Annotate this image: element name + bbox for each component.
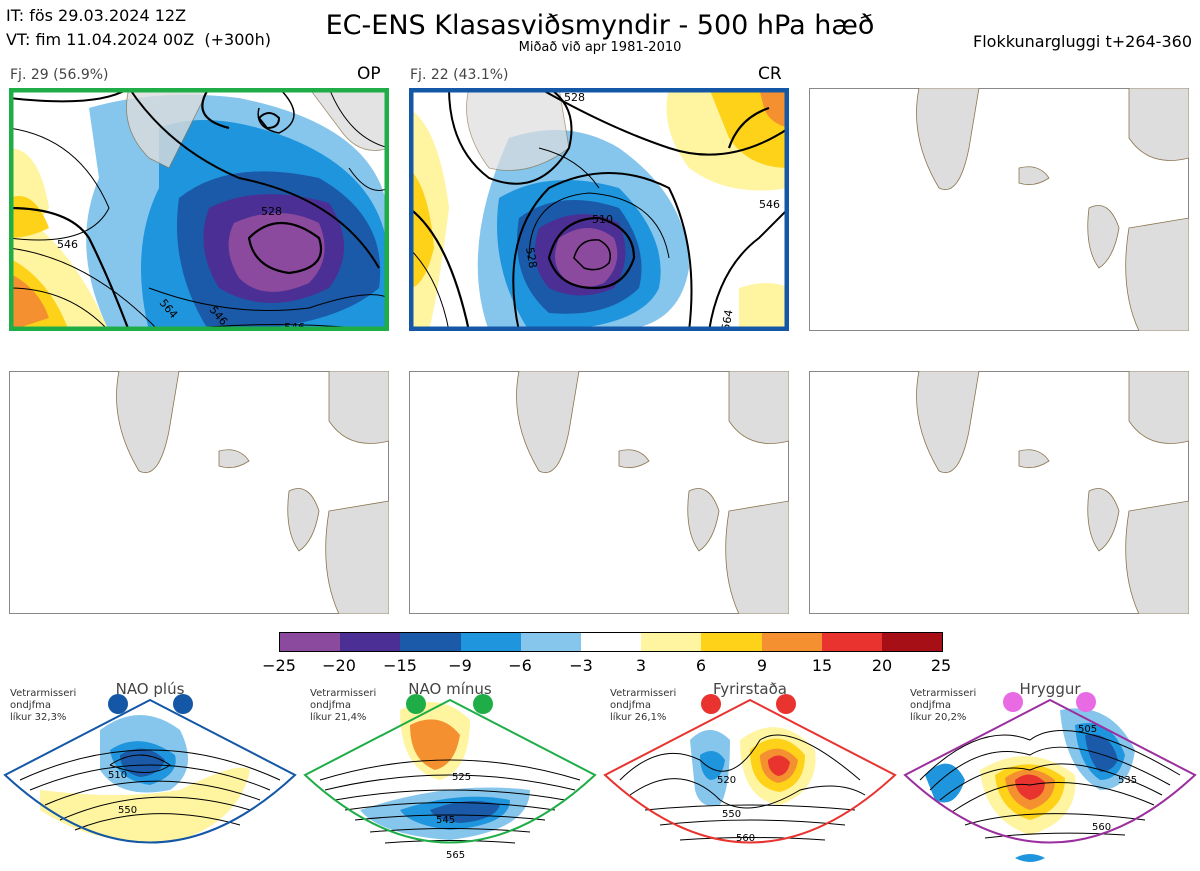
- page-title: EC-ENS Klasasviðsmyndir - 500 hPa hæð: [325, 10, 875, 41]
- regime-info: Vetrarmisseri ondjfma líkur 21,4%: [310, 688, 377, 723]
- regime-nao-plus-outline: [3, 698, 297, 844]
- regime-info: Vetrarmisseri ondjfma líkur 20,2%: [910, 688, 977, 723]
- regime-blocking-marker: [701, 694, 721, 714]
- regime-contour-label: 525: [452, 772, 471, 783]
- colorbar-bin: [580, 633, 642, 651]
- cluster-2-contour-label: 510: [592, 213, 613, 226]
- colorbar-bin: [641, 633, 702, 651]
- cluster-1-label: Fj. 29 (56.9%): [10, 67, 109, 83]
- cluster-4-map: [9, 371, 389, 614]
- regime-info: Vetrarmisseri ondjfma líkur 32,3%: [10, 688, 77, 723]
- regime-name: NAO plús: [115, 680, 185, 698]
- regime-name: NAO mínus: [408, 680, 492, 698]
- colorbar-bin: [701, 633, 762, 651]
- colorbar-tick: 9: [756, 656, 768, 675]
- colorbar-tick: −3: [569, 656, 593, 675]
- colorbar-tick: 20: [871, 656, 893, 675]
- colorbar-bin: [761, 633, 822, 651]
- cluster-5-map: [409, 371, 789, 614]
- cluster-6-map: [809, 371, 1189, 614]
- regime-contour-label: 535: [1118, 775, 1137, 786]
- colorbar-tick: −9: [448, 656, 472, 675]
- colorbar-tick: 15: [811, 656, 833, 675]
- regime-contour-label: 560: [736, 833, 755, 844]
- cluster-2-map: 528 510 528 546 564: [409, 88, 789, 331]
- cluster-2-border: [409, 88, 789, 331]
- classification-window: Flokkunargluggi t+264-360: [973, 32, 1192, 51]
- valid-time: VT: fim 11.04.2024 00Z (+300h): [6, 30, 271, 49]
- initial-time: IT: fös 29.03.2024 12Z: [6, 6, 187, 25]
- colorbar-bin: [340, 633, 401, 651]
- regime-ridge-marker: [1003, 692, 1023, 712]
- regime-info: Vetrarmisseri ondjfma líkur 26,1%: [610, 688, 677, 723]
- cluster-1-contour-label: 546: [284, 321, 305, 331]
- colorbar-bin: [520, 633, 581, 651]
- regime-nao-plus: 510 550 NAO plús Vetrarmisseri ondjfma lík…: [0, 680, 300, 870]
- cluster-2-contour-label: 564: [719, 309, 735, 331]
- regime-nao-minus-outline: [303, 698, 597, 844]
- colorbar-bin: [821, 633, 882, 651]
- regime-contour-label: 510: [108, 770, 127, 781]
- colorbar-bin: [460, 633, 521, 651]
- regime-contour-label: 560: [1092, 822, 1111, 833]
- cluster-1-border: [9, 88, 389, 331]
- colorbar-bin: [280, 633, 341, 651]
- colorbar-tick: 6: [695, 656, 707, 675]
- regime-blocking-outline: [603, 698, 897, 844]
- cluster-2-contour-label: 528: [523, 246, 539, 269]
- regime-contour-label: 520: [717, 775, 736, 786]
- regime-nao-plus-marker: [108, 694, 128, 714]
- cluster-1-map: 528 546 564 546 546: [9, 88, 389, 331]
- colorbar-tick: 25: [930, 656, 952, 675]
- regime-ridge: 505 535 560 Hryggur Vetrarmisseri ondjfma…: [900, 680, 1200, 870]
- colorbar-tick: −20: [322, 656, 356, 675]
- cluster-2-contour-label: 546: [759, 198, 780, 211]
- page-subtitle: Miðað við apr 1981-2010: [518, 40, 682, 55]
- regime-contour-label: 505: [1078, 724, 1097, 735]
- regime-blocking: 520 550 560 Fyrirstaða Vetrarmisseri ondj…: [600, 680, 900, 870]
- cluster-1-contour-label: 528: [261, 205, 282, 218]
- colorbar: [279, 632, 943, 652]
- regime-name: Fyrirstaða: [713, 680, 787, 698]
- cluster-1-contour-label: 546: [57, 238, 78, 251]
- regime-contour-label: 565: [446, 850, 465, 861]
- regime-ridge-outline: [903, 698, 1197, 844]
- colorbar-tick: −6: [508, 656, 532, 675]
- regime-nao-minus: 525 545 565 NAO mínus Vetrarmisseri ondjf…: [300, 680, 600, 870]
- colorbar-tick: 3: [635, 656, 647, 675]
- colorbar-tick: −25: [262, 656, 296, 675]
- regime-nao-plus-marker: [173, 694, 193, 714]
- regime-blocking-marker: [776, 694, 796, 714]
- colorbar-tick: −15: [383, 656, 417, 675]
- regime-contour-label: 550: [118, 805, 137, 816]
- regime-ridge-marker: [1076, 692, 1096, 712]
- cluster-2-tag: CR: [758, 64, 782, 84]
- regime-contour-label: 545: [436, 815, 455, 826]
- regime-nao-minus-marker: [473, 694, 493, 714]
- cluster-2-contour-label: 528: [564, 91, 585, 104]
- colorbar-bin: [881, 633, 943, 651]
- colorbar-bin: [400, 633, 461, 651]
- cluster-2-label: Fj. 22 (43.1%): [410, 67, 509, 83]
- cluster-1-tag: OP: [357, 64, 381, 84]
- regime-contour-label: 550: [722, 809, 741, 820]
- regime-name: Hryggur: [1019, 680, 1081, 698]
- regime-nao-minus-marker: [406, 694, 426, 714]
- cluster-3-map: [809, 88, 1189, 331]
